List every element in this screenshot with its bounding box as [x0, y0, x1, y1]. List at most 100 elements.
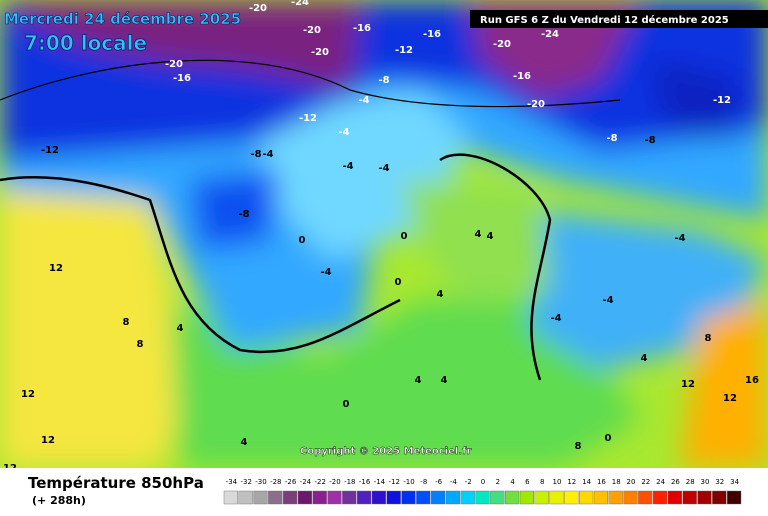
- legend-label: 28: [686, 478, 695, 486]
- contour-label: 4: [641, 353, 648, 364]
- contour-label: -20: [493, 39, 511, 50]
- contour-label: 8: [575, 441, 582, 452]
- legend-swatch: [238, 490, 253, 505]
- contour-label: 0: [343, 399, 350, 410]
- contour-label: -20: [303, 25, 321, 36]
- contour-label: -4: [378, 163, 389, 174]
- legend-swatch: [223, 490, 239, 505]
- legend-label: 16: [597, 478, 606, 486]
- legend-label: -8: [420, 478, 427, 486]
- contour-label: 12: [49, 263, 63, 274]
- contour-label: 4: [177, 323, 184, 334]
- legend-label: 2: [496, 478, 500, 486]
- legend-swatch: [549, 490, 564, 505]
- legend-swatch: [623, 490, 638, 505]
- legend-label: -32: [240, 478, 251, 486]
- contour-label: 4: [437, 289, 444, 300]
- contour-label: -20: [311, 47, 329, 58]
- legend-label: 26: [671, 478, 680, 486]
- legend-swatch: [445, 490, 461, 505]
- legend-swatch: [460, 490, 475, 505]
- contour-label: -20: [249, 3, 267, 14]
- legend-swatch: [727, 490, 742, 505]
- contour-label: 16: [745, 375, 759, 386]
- contour-label: 4: [441, 375, 448, 386]
- legend-swatch: [697, 490, 712, 505]
- contour-label: -4: [342, 161, 353, 172]
- legend-label: 10: [553, 478, 562, 486]
- copyright: Copyright © 2025 Meteociel.fr: [300, 446, 471, 457]
- contour-label: -4: [338, 127, 349, 138]
- legend-label: -28: [270, 478, 281, 486]
- contour-label: -8: [644, 135, 655, 146]
- legend-label: 12: [567, 478, 576, 486]
- contour-label: -16: [513, 71, 531, 82]
- contour-label: -24: [291, 0, 309, 8]
- time-text: 7:00 locale: [24, 31, 147, 55]
- legend-label: -10: [403, 478, 414, 486]
- legend-swatch: [534, 490, 549, 505]
- legend-label: -20: [329, 478, 340, 486]
- contour-label: 12: [41, 435, 55, 446]
- contour-label: -12: [395, 45, 413, 56]
- legend-swatch: [253, 490, 268, 505]
- contour-label: -12: [713, 95, 731, 106]
- contour-label: 0: [395, 277, 402, 288]
- contour-label: -4: [550, 313, 561, 324]
- legend-swatch: [475, 490, 490, 505]
- legend-label: -2: [465, 478, 472, 486]
- legend-swatch: [490, 490, 505, 505]
- date-text: Mercredi 24 décembre 2025: [4, 10, 241, 28]
- contour-label: 4: [475, 229, 482, 240]
- run-text: Run GFS 6 Z du Vendredi 12 décembre 2025: [480, 14, 729, 26]
- footer: [0, 468, 768, 512]
- legend-swatch: [371, 490, 387, 505]
- legend-label: 8: [540, 478, 544, 486]
- contour-labels: -24 -20 -16 -20 -20 -12 -16 -20 -24 -16 -20 -16 -20 -…: [3, 0, 759, 474]
- legend-label: 0: [481, 478, 485, 486]
- legend-swatch: [327, 490, 342, 505]
- legend-swatch: [667, 490, 683, 505]
- contour-label: 4: [415, 375, 422, 386]
- contour-label: 4: [487, 231, 494, 242]
- legend-label: 20: [627, 478, 636, 486]
- contour-label: -12: [41, 145, 59, 156]
- contour-label: 4: [241, 437, 248, 448]
- color-legend: -34 -32 -30 -28 -26 -24 -22 -20 -18 -16 -14 -12 -10-…: [223, 478, 742, 505]
- legend-label: 22: [641, 478, 650, 486]
- legend-label: 14: [582, 478, 591, 486]
- legend-swatch: [505, 490, 520, 505]
- legend-label: -6: [435, 478, 443, 486]
- contour-label: 8: [705, 333, 712, 344]
- legend-swatch: [653, 490, 668, 505]
- contour-label: 8: [123, 317, 130, 328]
- legend-label: 18: [612, 478, 621, 486]
- contour-label: 12: [21, 389, 35, 400]
- contour-label: 0: [605, 433, 612, 444]
- contour-label: -4: [358, 95, 369, 106]
- footer-lead: (+ 288h): [32, 494, 86, 507]
- legend-label: -18: [344, 478, 355, 486]
- contour-label: 8: [137, 339, 144, 350]
- legend-swatch: [564, 490, 579, 505]
- contour-label: -8: [250, 149, 261, 160]
- contour-label: 12: [723, 393, 737, 404]
- legend-swatch: [416, 490, 431, 505]
- contour-label: -4: [320, 267, 331, 278]
- legend-label: 32: [715, 478, 724, 486]
- contour-label: -4: [262, 149, 273, 160]
- legend-swatch: [401, 490, 416, 505]
- legend-label: -14: [374, 478, 386, 486]
- legend-swatch: [519, 490, 535, 505]
- contour-label: 12: [681, 379, 695, 390]
- legend-label: -4: [450, 478, 458, 486]
- legend-swatch: [342, 490, 357, 505]
- legend-label: -30: [255, 478, 266, 486]
- legend-label: 34: [730, 478, 739, 486]
- legend-label: 6: [525, 478, 530, 486]
- legend-swatch: [431, 490, 446, 505]
- legend-swatch: [386, 490, 401, 505]
- legend-label: -22: [314, 478, 325, 486]
- contour-label: -24: [541, 29, 559, 40]
